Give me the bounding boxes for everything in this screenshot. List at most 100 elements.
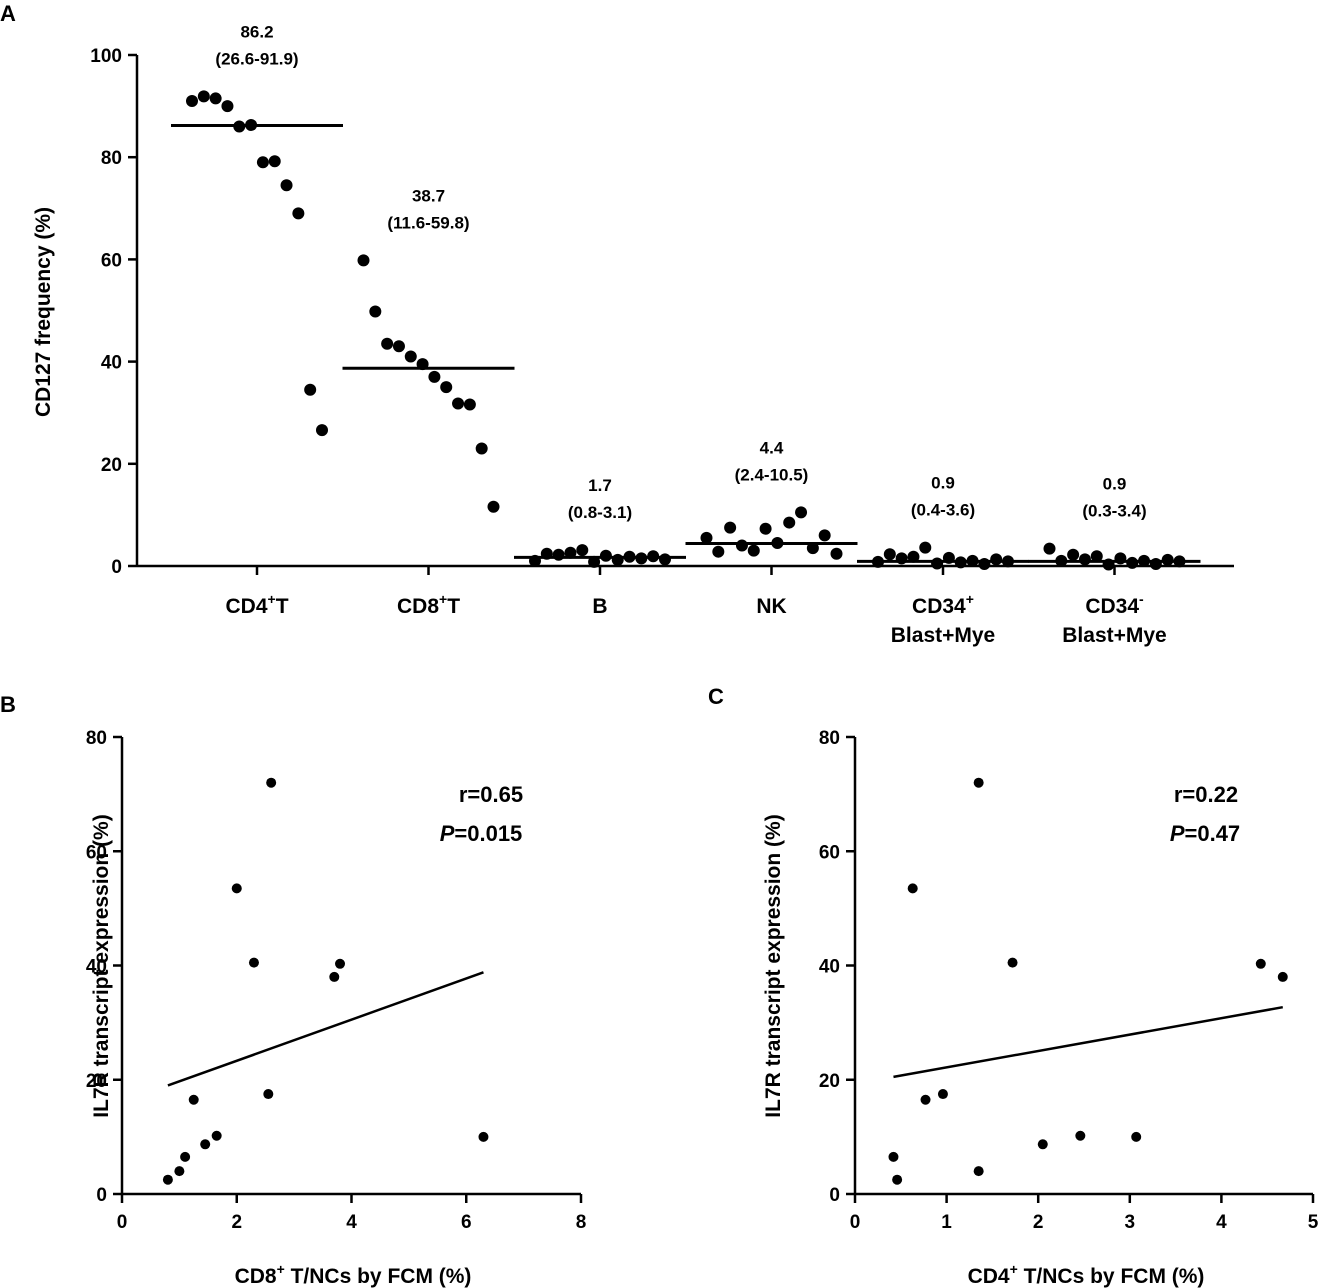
panel-c-x-tick-label: 5 bbox=[1308, 1212, 1319, 1233]
panel-a-category-main: NK bbox=[756, 595, 786, 618]
panel-b-point bbox=[200, 1139, 211, 1150]
panel-c-point bbox=[973, 777, 984, 788]
panel-a-point bbox=[552, 548, 565, 561]
panel-a-annotations: 86.2 (26.6-91.9) 38.7 (11.6-59.8) 1.7 (0.8-3.… bbox=[215, 22, 1146, 522]
panel-c-p-label: P bbox=[1170, 821, 1185, 846]
panel-a-y-axis-label: CD127 frequency (%) bbox=[32, 207, 55, 417]
panel-c-point bbox=[1037, 1139, 1048, 1150]
panel-a-point bbox=[735, 539, 748, 552]
panel-b-point bbox=[329, 971, 340, 982]
panel-a-range-label: (26.6-91.9) bbox=[215, 49, 298, 68]
panel-a-median-label: 86.2 bbox=[240, 22, 273, 41]
panel-a-category-main: CD8 bbox=[397, 595, 439, 618]
panel-a-point bbox=[392, 340, 405, 353]
panel-c-point bbox=[907, 883, 918, 894]
panel-b-data-points bbox=[162, 777, 489, 1185]
panel-a-y-tick-label: 80 bbox=[101, 148, 122, 169]
panel-c-x-tick-label: 2 bbox=[1033, 1212, 1044, 1233]
panel-c-point bbox=[920, 1094, 931, 1105]
panel-a-point bbox=[747, 544, 760, 557]
panel-b-y-tick-label: 80 bbox=[86, 728, 107, 749]
panel-a-category-label: CD8+T bbox=[397, 591, 460, 618]
panel-a-range-label: (11.6-59.8) bbox=[387, 213, 469, 232]
panel-a-median-label: 1.7 bbox=[588, 476, 612, 495]
panel-a-point bbox=[1078, 553, 1091, 566]
panel-a-point bbox=[712, 545, 725, 558]
panel-a-point bbox=[1149, 557, 1162, 570]
panel-c-point bbox=[1131, 1131, 1142, 1142]
panel-a-y-tick-label: 20 bbox=[101, 455, 122, 476]
panel-a-category-tail: T bbox=[447, 595, 460, 618]
panel-c-y-tick-label: 0 bbox=[829, 1185, 840, 1206]
panel-c-r-value: r=0.22 bbox=[1174, 782, 1238, 807]
panel-a-point bbox=[452, 397, 465, 410]
panel-a-point bbox=[588, 555, 601, 568]
panel-b-point bbox=[211, 1130, 222, 1141]
panel-b-y-ticks: 0 20 40 60 80 bbox=[86, 728, 122, 1206]
panel-a-y-tick-label: 0 bbox=[111, 557, 122, 578]
panel-b-label: B bbox=[0, 692, 16, 717]
panel-b-point bbox=[180, 1151, 191, 1162]
panel-c: C IL7R transcript expression (%) CD4+ T/… bbox=[708, 684, 1319, 1288]
panel-b-x-label-tail: T/NCs by FCM (%) bbox=[285, 1265, 472, 1288]
panel-b-point bbox=[335, 958, 346, 969]
panel-a-point bbox=[783, 516, 796, 529]
panel-b-x-tick-label: 4 bbox=[346, 1212, 357, 1233]
panel-a-point bbox=[1090, 550, 1103, 563]
panel-a-point bbox=[428, 370, 441, 383]
panel-a-point bbox=[369, 305, 382, 318]
panel-c-point bbox=[892, 1174, 903, 1185]
panel-a-category-sup: + bbox=[268, 591, 276, 607]
panel-c-regression-line bbox=[893, 1005, 1283, 1079]
panel-a-point bbox=[209, 92, 222, 105]
panel-c-point bbox=[1277, 971, 1288, 982]
panel-a-point bbox=[806, 542, 819, 555]
panel-b-x-tick-label: 0 bbox=[117, 1212, 128, 1233]
panel-b-y-axis-label: IL7R transcript expression (%) bbox=[90, 814, 113, 1117]
panel-c-y-ticks: 0 20 40 60 80 bbox=[819, 728, 855, 1206]
panel-b-point bbox=[188, 1094, 199, 1105]
panel-a-point bbox=[463, 398, 476, 411]
panel-a-category-main: CD34 bbox=[912, 595, 966, 618]
panel-a-range-label: (0.8-3.1) bbox=[568, 503, 632, 522]
panel-c-point bbox=[1075, 1130, 1086, 1141]
panel-b-regression-line bbox=[167, 971, 484, 1087]
panel-c-x-ticks: 0 1 2 3 4 5 bbox=[850, 1194, 1319, 1233]
panel-a-category-main: CD4 bbox=[225, 595, 267, 618]
panel-c-x-axis-label: CD4+ T/NCs by FCM (%) bbox=[968, 1261, 1205, 1288]
panel-b-point bbox=[162, 1174, 173, 1185]
panel-a-point bbox=[795, 506, 808, 519]
panel-a-category-label: NK bbox=[756, 595, 786, 618]
panel-a-y-tick-label: 60 bbox=[101, 250, 122, 271]
panel-a-data-points bbox=[186, 90, 1186, 571]
panel-a-point bbox=[487, 500, 500, 513]
panel-a-point bbox=[475, 442, 488, 455]
panel-c-y-tick-label: 40 bbox=[819, 957, 840, 978]
panel-a-point bbox=[883, 548, 896, 561]
panel-c-p-number: =0.47 bbox=[1185, 821, 1241, 846]
panel-a-x-ticks bbox=[255, 566, 1116, 575]
panel-b-p-label: P bbox=[440, 821, 455, 846]
panel-b-y-tick-label: 60 bbox=[86, 842, 107, 863]
panel-c-x-label-sup: + bbox=[1010, 1261, 1018, 1277]
panel-b-point bbox=[263, 1089, 274, 1100]
panel-a-point bbox=[256, 156, 269, 169]
panel-a-category-tail: T bbox=[276, 595, 289, 618]
panel-a-range-label: (2.4-10.5) bbox=[735, 465, 809, 484]
panel-a: A CD127 frequency (%) 0 20 40 60 80 100 86.2 (… bbox=[0, 1, 1234, 647]
panel-b-r-value: r=0.65 bbox=[459, 782, 523, 807]
panel-a-category-label-line2: Blast+Mye bbox=[891, 624, 995, 647]
panel-a-point bbox=[1161, 553, 1174, 566]
panel-a-point bbox=[316, 424, 328, 437]
panel-a-y-tick-label: 100 bbox=[90, 46, 122, 67]
panel-a-point bbox=[611, 553, 624, 566]
panel-a-category-sup: + bbox=[966, 591, 974, 607]
panel-a-category-label: CD34- bbox=[1085, 591, 1144, 618]
panel-a-y-ticks: 0 20 40 60 80 100 bbox=[90, 46, 137, 578]
panel-b-point bbox=[266, 777, 277, 788]
panel-b-point bbox=[231, 883, 242, 894]
panel-c-x-tick-label: 1 bbox=[941, 1212, 952, 1233]
panel-b-p-number: =0.015 bbox=[454, 821, 522, 846]
panel-a-point bbox=[357, 254, 370, 267]
